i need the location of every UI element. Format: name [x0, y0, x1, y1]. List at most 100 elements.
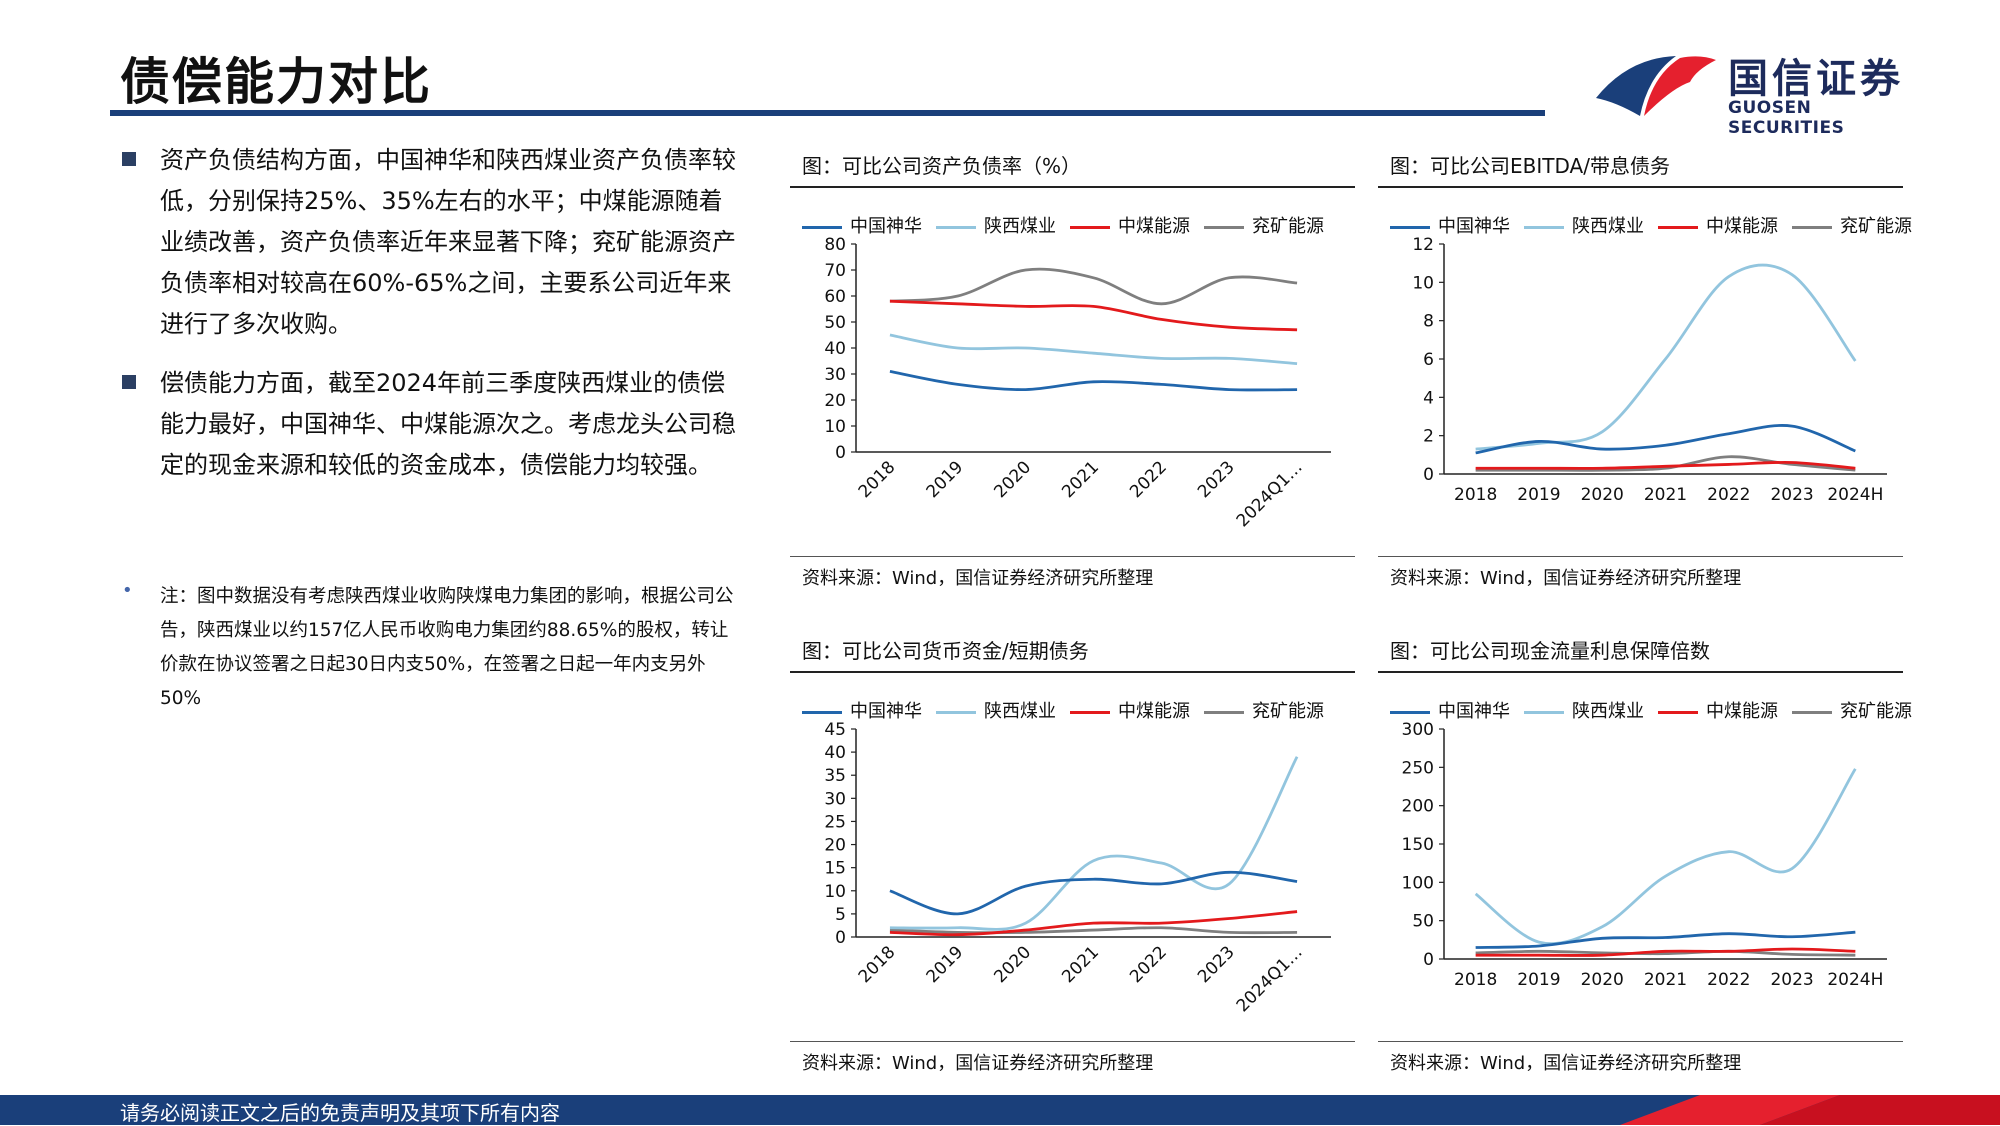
- x-tick-label: 2023: [1194, 457, 1239, 502]
- y-tick-label: 15: [824, 859, 846, 879]
- legend-item: 陕西煤业: [1524, 212, 1644, 238]
- y-tick-label: 300: [1402, 720, 1434, 740]
- x-tick-label: 2019: [923, 457, 968, 502]
- chart-interest-coverage: 图：可比公司现金流量利息保障倍数 中国神华 陕西煤业 中煤能源 兖矿能源 0 50 100 15…: [1378, 635, 1912, 1075]
- x-tick-label: 2020: [1581, 485, 1624, 505]
- chart-legend: 中国神华 陕西煤业 中煤能源 兖矿能源: [802, 697, 1338, 723]
- legend-swatch: [936, 225, 976, 229]
- y-tick-label: 10: [824, 417, 846, 437]
- legend-item: 兖矿能源: [1204, 697, 1324, 723]
- footnote: • 注：图中数据没有考虑陕西煤业收购陕煤电力集团的影响，根据公司公告，陕西煤业以…: [120, 580, 740, 716]
- y-tick-label: 50: [824, 313, 846, 333]
- legend-swatch: [1658, 225, 1698, 229]
- legend-item: 陕西煤业: [936, 697, 1056, 723]
- series-line: [1475, 949, 1856, 957]
- legend-item: 中煤能源: [1070, 212, 1190, 238]
- y-tick-label: 20: [824, 836, 846, 856]
- series-line: [889, 299, 1298, 332]
- x-tick-label: 2018: [855, 457, 900, 502]
- series-line: [889, 267, 1298, 306]
- legend-swatch: [1792, 225, 1832, 229]
- legend-item: 中煤能源: [1658, 697, 1778, 723]
- legend-item: 兖矿能源: [1792, 212, 1912, 238]
- x-tick-label: 2023: [1194, 942, 1239, 987]
- series-line: [889, 370, 1298, 392]
- series-line: [1475, 424, 1856, 455]
- y-tick-label: 30: [824, 789, 846, 809]
- y-tick-label: 8: [1423, 312, 1434, 332]
- chart-plot: 0 50 100 150 200 250 300 2018 2019 2020 2021 2022 20…: [1402, 720, 1887, 990]
- x-tick-label: 2024H: [1827, 485, 1883, 505]
- y-tick-label: 5: [835, 905, 846, 925]
- y-tick-label: 0: [1423, 950, 1434, 970]
- title-rule: [110, 110, 1545, 116]
- legend-label: 陕西煤业: [1572, 216, 1644, 237]
- chart-plot: 0 2 4 6 8 10 12 2018 2019 2020 2021 2022 2023 2024H: [1412, 235, 1887, 505]
- series-line: [1475, 263, 1857, 451]
- legend-item: 中煤能源: [1658, 212, 1778, 238]
- y-tick-label: 0: [1423, 465, 1434, 485]
- x-tick-label: 2023: [1770, 970, 1813, 990]
- y-tick-label: 2: [1423, 427, 1434, 447]
- x-tick-label: 2024Q1…: [1233, 942, 1307, 1015]
- legend-swatch: [802, 225, 842, 229]
- x-tick-label: 2022: [1707, 485, 1750, 505]
- x-tick-label: 2020: [990, 942, 1035, 987]
- legend-swatch: [1524, 225, 1564, 229]
- chart-source: 资料来源：Wind，国信证券经济研究所整理: [1390, 1053, 1742, 1074]
- legend-label: 中国神华: [850, 701, 922, 722]
- x-tick-label: 2024Q1…: [1233, 457, 1307, 530]
- legend-swatch: [1390, 225, 1430, 229]
- y-tick-label: 150: [1402, 835, 1434, 855]
- y-tick-label: 40: [824, 743, 846, 763]
- page-title: 债偿能力对比: [120, 53, 432, 111]
- chart-plot: 0 5 10 15 20 25 30 35 40 45 2018 2019 2020 2021 2022 20…: [824, 720, 1331, 1015]
- bullet-item: 资产负债结构方面，中国神华和陕西煤业资产负债率较低，分别保持25%、35%左右的…: [120, 140, 740, 345]
- legend-label: 中国神华: [1438, 216, 1510, 237]
- x-tick-label: 2019: [1517, 485, 1560, 505]
- chart-legend: 中国神华 陕西煤业 中煤能源 兖矿能源: [802, 212, 1338, 238]
- legend-label: 中煤能源: [1118, 216, 1190, 237]
- chart-source: 资料来源：Wind，国信证券经济研究所整理: [1390, 568, 1742, 589]
- series-line: [1475, 460, 1856, 470]
- x-tick-label: 2023: [1770, 485, 1813, 505]
- series-line: [889, 910, 1298, 937]
- x-tick-label: 2020: [1581, 970, 1624, 990]
- series-line: [889, 870, 1298, 916]
- chart-cash-shortdebt: 图：可比公司货币资金/短期债务 中国神华 陕西煤业 中煤能源 兖矿能源 0 5 10 15 20 2…: [790, 635, 1355, 1075]
- source-rule: [790, 1041, 1355, 1042]
- legend-item: 中国神华: [802, 212, 922, 238]
- x-tick-label: 2021: [1644, 970, 1687, 990]
- chart-title-rule: [1378, 186, 1903, 188]
- dot-bullet-icon: •: [122, 580, 133, 601]
- legend-label: 兖矿能源: [1252, 701, 1324, 722]
- legend-swatch: [1070, 225, 1110, 229]
- legend-swatch: [1524, 710, 1564, 714]
- chart-plot: 0 10 20 30 40 50 60 70 80 2018 2019 2020 2021 2022 202…: [824, 235, 1331, 530]
- legend-label: 中煤能源: [1118, 701, 1190, 722]
- x-tick-label: 2018: [855, 942, 900, 987]
- series-line: [1475, 947, 1856, 957]
- y-tick-label: 0: [835, 928, 846, 948]
- chart-title: 图：可比公司货币资金/短期债务: [802, 639, 1089, 663]
- y-tick-label: 250: [1402, 758, 1434, 778]
- y-tick-label: 12: [1412, 235, 1434, 255]
- legend-label: 兖矿能源: [1252, 216, 1324, 237]
- legend-item: 中煤能源: [1070, 697, 1190, 723]
- legend-swatch: [1204, 710, 1244, 714]
- legend-item: 中国神华: [1390, 212, 1510, 238]
- chart-title: 图：可比公司现金流量利息保障倍数: [1390, 639, 1710, 663]
- chart-title: 图：可比公司EBITDA/带息债务: [1390, 154, 1670, 178]
- series-line: [1474, 768, 1857, 946]
- x-tick-label: 2019: [923, 942, 968, 987]
- legend-item: 陕西煤业: [1524, 697, 1644, 723]
- legend-label: 中煤能源: [1706, 216, 1778, 237]
- y-tick-label: 60: [824, 287, 846, 307]
- x-tick-label: 2022: [1126, 457, 1171, 502]
- chart-title-rule: [1378, 671, 1903, 673]
- bullet-text: 偿债能力方面，截至2024年前三季度陕西煤业的债偿能力最好，中国神华、中煤能源次…: [160, 369, 736, 479]
- x-tick-label: 2020: [990, 457, 1035, 502]
- y-tick-label: 6: [1423, 350, 1434, 370]
- y-tick-label: 50: [1412, 912, 1434, 932]
- footnote-text: 注：图中数据没有考虑陕西煤业收购陕煤电力集团的影响，根据公司公告，陕西煤业以约1…: [160, 586, 734, 709]
